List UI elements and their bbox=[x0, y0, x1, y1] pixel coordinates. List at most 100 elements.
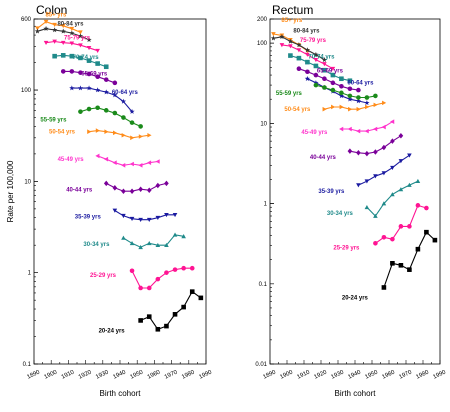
data-point bbox=[87, 129, 92, 134]
data-point bbox=[69, 26, 75, 31]
x-tick-label: 1940 bbox=[347, 369, 362, 380]
x-tick-label: 1890 bbox=[262, 369, 277, 380]
series-80-84-yrs: 80-84 yrs bbox=[270, 28, 328, 63]
series-label: 55-59 yrs bbox=[276, 91, 303, 97]
data-point bbox=[313, 51, 319, 57]
data-point bbox=[86, 85, 92, 91]
series-label: 20-24 yrs bbox=[342, 295, 369, 301]
data-point bbox=[86, 106, 92, 112]
data-point bbox=[129, 120, 135, 125]
data-point bbox=[138, 162, 143, 168]
series-label: 65-69 yrs bbox=[81, 71, 108, 77]
data-point bbox=[296, 66, 302, 72]
data-point bbox=[407, 182, 412, 187]
data-point bbox=[381, 171, 387, 176]
data-point bbox=[172, 267, 178, 272]
data-point bbox=[104, 129, 109, 134]
data-point bbox=[77, 85, 84, 91]
x-tick-label: 1930 bbox=[330, 369, 345, 380]
series-label: 45-49 yrs bbox=[58, 157, 85, 163]
data-point bbox=[313, 57, 319, 63]
data-point bbox=[60, 23, 66, 29]
data-point bbox=[322, 85, 327, 90]
series-label: 40-44 yrs bbox=[310, 155, 337, 161]
data-point bbox=[339, 126, 344, 132]
data-point bbox=[356, 150, 361, 156]
data-point bbox=[381, 201, 387, 206]
data-point bbox=[407, 153, 412, 158]
x-tick-label: 1960 bbox=[381, 369, 396, 380]
data-point bbox=[138, 186, 143, 193]
data-point bbox=[338, 93, 345, 99]
data-point bbox=[313, 72, 319, 78]
data-point bbox=[103, 108, 109, 113]
data-point bbox=[339, 76, 344, 82]
data-point bbox=[271, 32, 276, 37]
data-point bbox=[407, 267, 412, 272]
data-point bbox=[424, 229, 429, 235]
data-point bbox=[164, 180, 169, 187]
series-label: 30-34 yrs bbox=[327, 211, 354, 217]
data-point bbox=[146, 217, 152, 223]
data-point bbox=[60, 69, 66, 74]
y-tick-label: 0.1 bbox=[259, 282, 268, 288]
data-point bbox=[146, 240, 152, 246]
data-point bbox=[146, 314, 152, 319]
data-point bbox=[155, 326, 161, 332]
data-point bbox=[112, 160, 117, 166]
data-point bbox=[381, 285, 387, 290]
data-point bbox=[373, 213, 378, 218]
series-label: 65-69 yrs bbox=[317, 69, 344, 75]
data-point bbox=[181, 265, 186, 271]
data-point bbox=[189, 289, 195, 294]
data-point bbox=[390, 192, 395, 197]
data-point bbox=[164, 270, 169, 275]
series-label: 60-64 yrs bbox=[112, 90, 139, 96]
series-label: 20-24 yrs bbox=[99, 328, 126, 334]
series-label: 80-84 yrs bbox=[293, 28, 320, 34]
data-point bbox=[129, 108, 135, 114]
data-point bbox=[95, 61, 100, 66]
data-point bbox=[60, 40, 66, 46]
data-point bbox=[69, 53, 75, 59]
data-point bbox=[138, 217, 143, 223]
data-point bbox=[129, 216, 135, 222]
series-45-49-yrs: 45-49 yrs bbox=[301, 119, 395, 136]
x-axis-label: Birth cohort bbox=[100, 389, 142, 398]
data-point bbox=[373, 240, 378, 246]
data-point bbox=[288, 44, 293, 49]
series-label: 30-34 yrs bbox=[83, 242, 110, 248]
data-point bbox=[347, 86, 353, 92]
data-point bbox=[364, 150, 370, 157]
data-point bbox=[146, 160, 152, 166]
x-axis-label: Birth cohort bbox=[335, 389, 377, 398]
data-point bbox=[43, 19, 49, 25]
data-point bbox=[373, 149, 378, 155]
data-point bbox=[330, 72, 336, 78]
data-point bbox=[198, 295, 204, 301]
data-point bbox=[270, 35, 277, 41]
data-point bbox=[398, 133, 404, 139]
data-point bbox=[398, 263, 404, 268]
data-point bbox=[339, 104, 344, 110]
data-point bbox=[164, 242, 169, 248]
data-point bbox=[103, 64, 109, 70]
data-point bbox=[322, 62, 327, 67]
data-point bbox=[305, 59, 310, 65]
data-point bbox=[112, 208, 118, 213]
data-point bbox=[381, 144, 387, 151]
data-point bbox=[60, 53, 66, 58]
data-point bbox=[305, 52, 310, 57]
data-point bbox=[103, 77, 109, 82]
data-point bbox=[129, 161, 134, 167]
data-point bbox=[129, 240, 135, 246]
data-point bbox=[305, 69, 310, 75]
series-label: 40-44 yrs bbox=[66, 187, 93, 193]
x-tick-label: 1970 bbox=[164, 369, 179, 380]
data-point bbox=[146, 187, 152, 193]
data-point bbox=[348, 106, 353, 112]
series-65-69-yrs: 65-69 yrs bbox=[60, 69, 118, 86]
data-point bbox=[78, 43, 83, 48]
x-tick-label: 1900 bbox=[43, 369, 58, 380]
